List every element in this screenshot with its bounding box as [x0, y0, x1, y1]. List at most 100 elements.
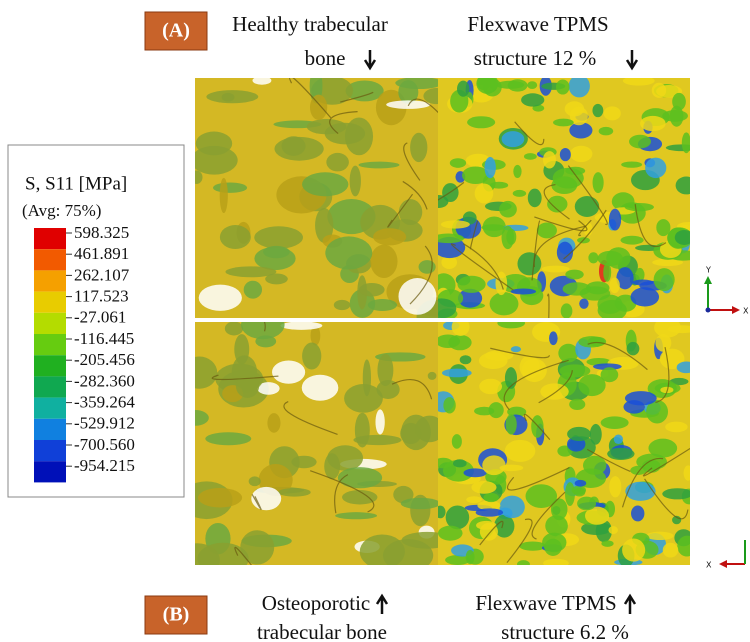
stress-region	[652, 83, 666, 98]
caption: structure 12 %	[474, 46, 596, 70]
stress-region	[220, 178, 228, 213]
legend-label: -529.912	[74, 414, 135, 433]
stress-region	[597, 251, 622, 266]
stress-region	[467, 116, 495, 128]
stress-region	[625, 203, 654, 211]
stress-region	[482, 455, 505, 475]
stress-region	[457, 276, 485, 293]
legend-subtitle: (Avg: 75%)	[22, 201, 101, 220]
stress-region	[684, 465, 693, 480]
stress-region	[521, 93, 544, 106]
tpms-image	[432, 318, 697, 568]
stress-region	[443, 397, 455, 413]
caption: trabecular bone	[257, 620, 387, 642]
stress-region	[489, 402, 504, 418]
stress-region	[252, 76, 271, 84]
stress-region	[479, 379, 502, 394]
bone-image	[190, 68, 468, 333]
stress-region	[263, 246, 290, 258]
arrow-down	[365, 50, 375, 68]
stress-region	[450, 158, 466, 168]
stress-region	[677, 362, 697, 374]
stress-region	[282, 136, 306, 156]
stress-region	[599, 127, 614, 136]
stress-region	[609, 278, 619, 294]
legend-swatch	[34, 355, 66, 376]
legend-swatch	[34, 398, 66, 419]
legend-label: 461.891	[74, 244, 129, 263]
stress-region	[475, 184, 494, 204]
axis-label: X	[706, 561, 712, 570]
stress-region	[222, 93, 235, 102]
stress-region	[667, 325, 697, 333]
stress-region	[663, 543, 679, 558]
stress-region	[603, 263, 611, 282]
stress-region	[198, 488, 242, 507]
legend-swatch	[34, 334, 66, 355]
legend-swatch	[34, 419, 66, 440]
legend-swatch	[34, 228, 66, 249]
axis-label: Y	[705, 266, 711, 275]
stress-region	[502, 131, 525, 147]
stress-region	[225, 322, 243, 336]
stress-region	[479, 352, 508, 369]
stress-region	[497, 318, 525, 328]
stress-region	[476, 508, 503, 516]
stress-region	[640, 116, 666, 131]
stress-region	[344, 384, 383, 413]
stress-region	[477, 76, 490, 90]
stress-region	[471, 481, 496, 494]
stress-region	[410, 133, 427, 162]
caption: Osteoporotic	[262, 591, 370, 615]
stress-region	[524, 153, 537, 160]
legend-label: 262.107	[74, 265, 130, 284]
stress-region	[597, 295, 622, 314]
stress-region	[452, 318, 470, 336]
stress-region	[622, 539, 645, 562]
arrow-up	[625, 596, 635, 614]
stress-region	[345, 117, 373, 155]
stress-region	[428, 372, 437, 380]
stress-region	[205, 432, 251, 445]
stress-region	[575, 480, 587, 487]
stress-region	[375, 409, 384, 434]
panel-tag: (B)	[163, 604, 190, 626]
stress-region	[632, 279, 653, 285]
stress-region	[395, 77, 443, 89]
stress-region	[579, 298, 588, 308]
stress-region	[278, 488, 310, 497]
stress-region	[662, 488, 692, 499]
stress-region	[601, 367, 619, 382]
legend-label: -205.456	[74, 350, 135, 369]
figure: (A) Healthy trabecular bone Flexwave TPM…	[0, 0, 750, 642]
stress-region	[350, 166, 361, 197]
arrow-up	[377, 596, 387, 614]
bone-image	[175, 294, 453, 578]
stress-region	[531, 415, 543, 438]
axis-triad: X	[706, 540, 745, 570]
stress-region	[543, 559, 569, 568]
caption: Flexwave TPMS	[467, 12, 608, 36]
stress-region	[373, 228, 406, 245]
stress-region	[575, 196, 599, 217]
stress-region	[517, 252, 541, 275]
stress-region	[528, 189, 542, 208]
stress-region	[543, 151, 556, 168]
stress-region	[368, 299, 397, 311]
stress-region	[466, 496, 482, 503]
legend-swatch	[34, 249, 66, 270]
stress-region	[569, 75, 590, 98]
legend-label: -954.215	[74, 456, 135, 475]
stress-region	[537, 223, 557, 239]
stress-region	[457, 81, 469, 97]
stress-region	[401, 498, 441, 509]
stress-region	[358, 162, 399, 169]
axis-triad: Y X	[704, 266, 749, 316]
tpms-image	[406, 73, 702, 350]
stress-region	[500, 496, 525, 519]
stress-region	[629, 135, 651, 149]
stress-region	[560, 148, 571, 161]
stress-region	[511, 289, 537, 295]
stress-region	[517, 560, 530, 568]
stress-region	[511, 346, 521, 352]
